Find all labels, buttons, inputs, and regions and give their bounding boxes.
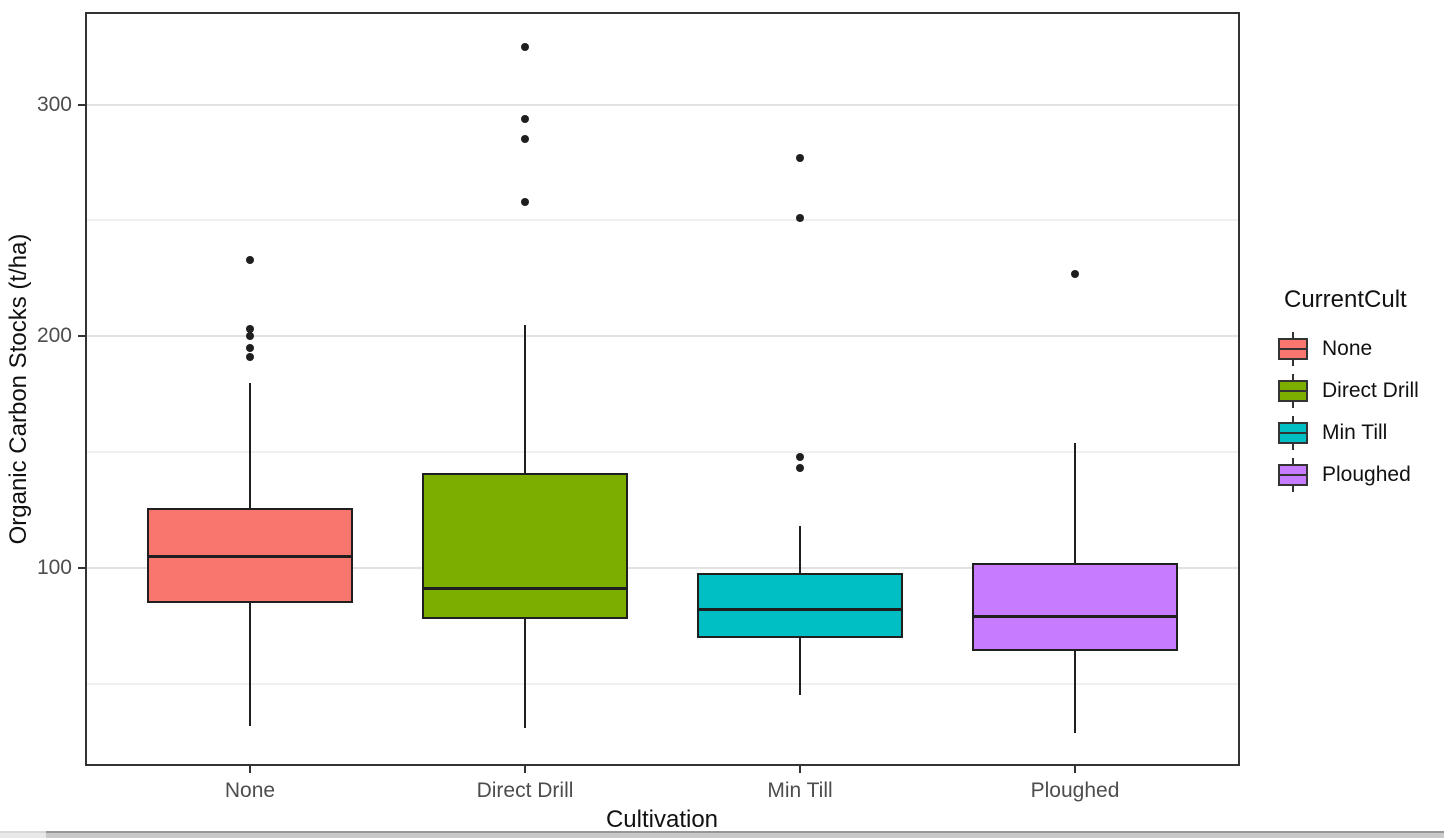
legend-key-boxplot-icon	[1278, 332, 1308, 366]
gridline-minor-50	[85, 682, 1240, 685]
y-axis-title: Organic Carbon Stocks (t/ha)	[5, 233, 32, 545]
x-axis-title: Cultivation	[605, 806, 719, 833]
x-tick-label-ploughed: Ploughed	[1030, 779, 1120, 802]
outlier-none-0	[246, 255, 254, 264]
legend-label-direct-drill: Direct Drill	[1322, 379, 1419, 402]
plot-panel	[85, 12, 1240, 766]
whisker-upper-none	[249, 382, 251, 508]
median-min-till	[699, 607, 901, 611]
legend-key-median	[1280, 432, 1306, 434]
y-tick-300	[78, 103, 85, 106]
gridline-minor-250	[85, 219, 1240, 222]
legend-key-median	[1280, 474, 1306, 476]
outlier-none-1	[246, 325, 254, 334]
whisker-lower-direct-drill	[524, 618, 526, 728]
outlier-direct-drill-1	[521, 114, 529, 123]
whisker-upper-ploughed	[1074, 442, 1076, 564]
legend-label-none: None	[1322, 337, 1373, 360]
outlier-min-till-0	[796, 153, 804, 162]
box-ploughed	[972, 563, 1178, 652]
legend-key-median	[1280, 390, 1306, 392]
gridline-major-100	[85, 567, 1240, 569]
legend: CurrentCult None Direct Drill Min Till Plou…	[1278, 286, 1444, 496]
legend-key-boxplot-icon	[1278, 458, 1308, 492]
outlier-ploughed-0	[1071, 269, 1079, 278]
outlier-none-4	[246, 353, 254, 362]
box-direct-drill	[422, 473, 628, 619]
legend-item-ploughed: Ploughed	[1278, 454, 1444, 496]
outlier-min-till-3	[796, 464, 804, 473]
legend-key-median	[1280, 348, 1306, 350]
legend-label-ploughed: Ploughed	[1322, 463, 1411, 486]
legend-item-min-till: Min Till	[1278, 412, 1444, 454]
whisker-lower-min-till	[799, 637, 801, 696]
whisker-upper-direct-drill	[524, 324, 526, 473]
legend-key-boxplot-icon	[1278, 416, 1308, 450]
outlier-direct-drill-2	[521, 135, 529, 144]
box-min-till	[697, 572, 903, 638]
median-none	[149, 554, 351, 558]
y-tick-200	[78, 335, 85, 338]
x-tick-min-till	[799, 766, 801, 773]
legend-items: None Direct Drill Min Till Ploughed	[1278, 328, 1444, 496]
x-tick-direct-drill	[524, 766, 526, 773]
gridline-major-300	[85, 103, 1240, 106]
x-tick-label-none: None	[224, 779, 276, 802]
y-tick-label-300: 300	[36, 92, 72, 116]
window-bottom-edge	[0, 831, 1444, 838]
y-tick-label-100: 100	[36, 556, 72, 579]
gridline-minor-150	[85, 451, 1240, 454]
x-tick-label-min-till: Min Till	[767, 779, 833, 802]
outlier-direct-drill-3	[521, 197, 529, 206]
legend-key-box	[1278, 380, 1308, 402]
y-tick-label-200: 200	[36, 324, 72, 348]
y-tick-100	[78, 567, 85, 569]
median-direct-drill	[424, 587, 626, 591]
legend-item-direct-drill: Direct Drill	[1278, 370, 1444, 412]
x-tick-none	[249, 766, 251, 773]
outlier-none-2	[246, 332, 254, 341]
x-tick-ploughed	[1074, 766, 1076, 773]
legend-item-none: None	[1278, 328, 1444, 370]
whisker-lower-none	[249, 602, 251, 726]
box-none	[147, 507, 353, 603]
median-ploughed	[974, 614, 1176, 618]
legend-title: CurrentCult	[1284, 286, 1407, 313]
outlier-none-3	[246, 343, 254, 352]
gridline-major-200	[85, 335, 1240, 338]
legend-key-box	[1278, 464, 1308, 486]
outlier-direct-drill-0	[521, 42, 529, 51]
legend-key-box	[1278, 422, 1308, 444]
whisker-upper-min-till	[799, 526, 801, 573]
window-bottom-edge-left	[0, 831, 46, 838]
outlier-min-till-2	[796, 452, 804, 461]
legend-key-box	[1278, 338, 1308, 360]
legend-key-boxplot-icon	[1278, 374, 1308, 408]
outlier-min-till-1	[796, 214, 804, 223]
whisker-lower-ploughed	[1074, 651, 1076, 733]
x-tick-label-direct-drill: Direct Drill	[476, 779, 574, 802]
legend-label-min-till: Min Till	[1322, 421, 1388, 444]
